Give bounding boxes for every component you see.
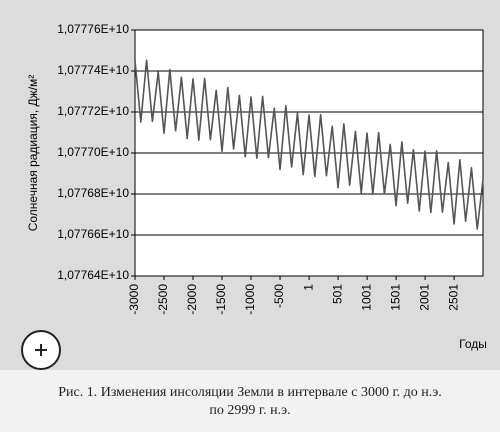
y-tick-label: 1,07774E+10 xyxy=(57,63,129,77)
y-tick-label: 1,07770E+10 xyxy=(57,145,129,159)
x-axis-label: Годы xyxy=(459,337,487,351)
y-tick-label: 1,07764E+10 xyxy=(57,268,129,282)
caption: по 2999 г. н.э. xyxy=(209,403,290,418)
zoom-button[interactable] xyxy=(21,330,61,370)
x-tick-label: -1000 xyxy=(243,284,257,315)
x-tick-label: 1501 xyxy=(388,284,402,311)
y-tick-label: 1,07766E+10 xyxy=(57,227,129,241)
x-tick-label: -500 xyxy=(272,284,286,308)
y-tick-label: 1,07776E+10 xyxy=(57,22,129,36)
y-tick-label: 1,07768E+10 xyxy=(57,186,129,200)
x-tick-label: -1500 xyxy=(214,284,228,315)
x-tick-label: 1 xyxy=(301,284,315,291)
x-tick-label: -2500 xyxy=(156,284,170,315)
zoom-plus[interactable] xyxy=(35,344,47,356)
x-tick-label: 501 xyxy=(330,284,344,304)
data-line xyxy=(134,59,484,230)
x-tick-label: 2001 xyxy=(417,284,431,311)
caption-background xyxy=(0,370,500,427)
y-axis-label: Солнечная радиация, Дж/м² xyxy=(26,75,40,232)
caption: Рис. 1. Изменения инсоляции Земли в инте… xyxy=(58,385,442,400)
x-tick-label: 1001 xyxy=(359,284,373,311)
x-tick-label: -3000 xyxy=(127,284,141,315)
y-tick-label: 1,07772E+10 xyxy=(57,104,129,118)
x-tick-label: 2501 xyxy=(446,284,460,311)
x-tick-label: -2000 xyxy=(185,284,199,315)
